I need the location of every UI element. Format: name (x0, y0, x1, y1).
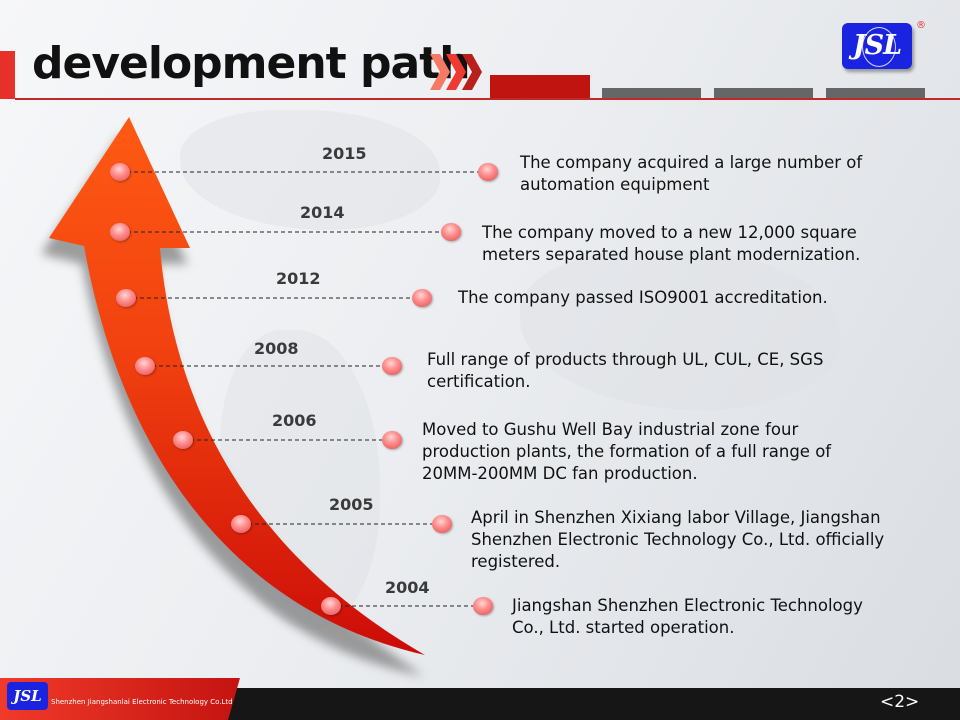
timeline-year: 2004 (385, 578, 430, 597)
timeline-node-text (382, 431, 402, 449)
timeline-description-line: registered. (471, 552, 561, 571)
timeline-node-arrow (110, 223, 130, 241)
timeline-year: 2015 (322, 144, 367, 163)
timeline-description: April in Shenzhen Xixiang labor Village,… (471, 507, 884, 573)
world-map-background (520, 250, 840, 410)
timeline-description-line: Shenzhen Electronic Technology Co., Ltd.… (471, 530, 885, 549)
arrow-body (49, 117, 425, 655)
timeline-year: 2014 (300, 203, 345, 222)
timeline-description: The company acquired a large number of au… (520, 152, 862, 196)
header-segment-red (490, 75, 590, 98)
triple-chevron-icon (430, 54, 482, 90)
page-title: development path (32, 38, 471, 89)
timeline-description-line: Moved to Gushu Well Bay industrial zone … (422, 420, 799, 439)
timeline-node-arrow (321, 597, 341, 615)
timeline-description: Moved to Gushu Well Bay industrial zone … (422, 419, 831, 485)
header-segment-gray (826, 88, 925, 98)
title-accent-bar (0, 51, 15, 99)
timeline-year: 2005 (329, 495, 374, 514)
jsl-logo: JSL (842, 23, 912, 69)
timeline-node-arrow (173, 431, 193, 449)
timeline-node-arrow (110, 163, 130, 181)
timeline-node-text (382, 357, 402, 375)
timeline-description-line: production plants, the formation of a fu… (422, 442, 832, 461)
timeline-description-line: Jiangshan Shenzhen Electronic Technology (512, 596, 863, 615)
timeline-description-line: automation equipment (520, 175, 710, 194)
world-map-background (180, 110, 440, 230)
header-segment-gray (714, 88, 813, 98)
timeline-description-line: Full range of products through UL, CUL, … (427, 350, 824, 369)
timeline-description-line: April in Shenzhen Xixiang labor Village,… (471, 508, 881, 527)
timeline-description-line: The company passed ISO9001 accreditation… (458, 288, 828, 307)
footer-logo: JSL (7, 682, 48, 710)
timeline-description-line: 20MM-200MM DC fan production. (422, 464, 698, 483)
page-number: <2> (880, 692, 920, 712)
timeline-node-text (478, 163, 498, 181)
timeline-description: Jiangshan Shenzhen Electronic Technology… (512, 595, 863, 639)
timeline-description: Full range of products through UL, CUL, … (427, 349, 823, 393)
timeline-year: 2006 (272, 411, 317, 430)
timeline-node-arrow (231, 515, 251, 533)
timeline-description: The company moved to a new 12,000 square… (482, 222, 860, 266)
title-underline (15, 98, 960, 100)
registered-mark: ® (916, 20, 926, 31)
header-segment-gray (602, 88, 701, 98)
timeline-description-line: meters separated house plant modernizati… (482, 245, 861, 264)
timeline-description-line: The company moved to a new 12,000 square (482, 223, 857, 242)
timeline-year: 2012 (276, 269, 321, 288)
timeline-node-arrow (135, 357, 155, 375)
footer-company-name: Shenzhen Jiangshanlai Electronic Technol… (51, 698, 233, 706)
timeline-description: The company passed ISO9001 accreditation… (458, 287, 828, 309)
timeline-node-text (412, 289, 432, 307)
timeline-year: 2008 (254, 339, 299, 358)
timeline-description-line: Co., Ltd. started operation. (512, 618, 735, 637)
timeline-node-text (432, 515, 452, 533)
timeline-node-arrow (116, 289, 136, 307)
timeline-node-text (473, 597, 493, 615)
timeline-description-line: certification. (427, 372, 531, 391)
timeline-description-line: The company acquired a large number of (520, 153, 863, 172)
timeline-node-text (441, 223, 461, 241)
